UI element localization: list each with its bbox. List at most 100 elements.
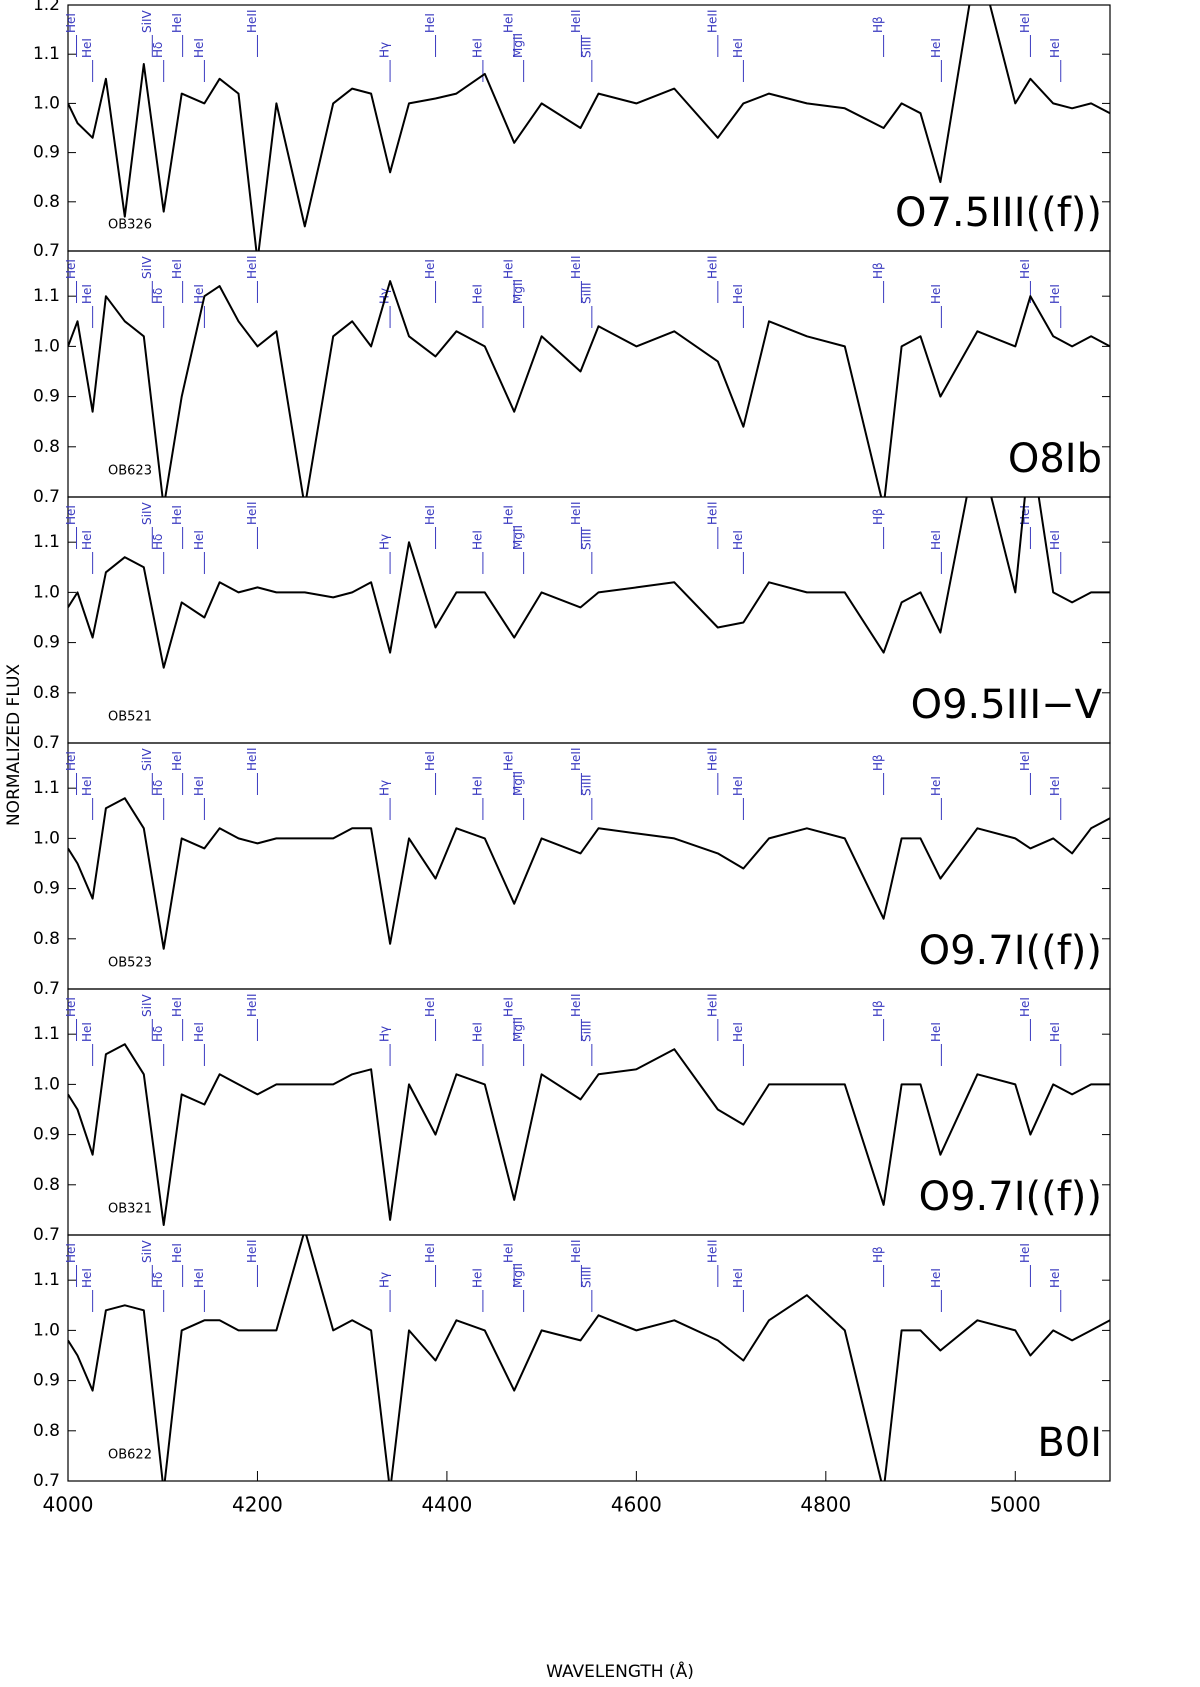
line-id-label: HeII (569, 1240, 583, 1263)
line-id-label: Hβ (871, 1246, 885, 1263)
line-id-label: HeI (423, 13, 437, 33)
line-id-label: HeI (470, 530, 484, 550)
line-id-label: SiIV (140, 10, 154, 33)
line-id-label: HeI (731, 530, 745, 550)
y-tick-label: 0.7 (33, 733, 60, 753)
spectrum-line (68, 1235, 1110, 1481)
panel-frame (67, 1234, 1111, 1482)
line-id-label: Hδ (151, 288, 165, 304)
y-axis-label: NORMALIZED FLUX (4, 664, 24, 826)
line-id-label: HeI (502, 505, 516, 525)
line-id-label: Hδ (151, 534, 165, 550)
line-id-label: HeI (170, 13, 184, 33)
line-id-label: HeI (929, 530, 943, 550)
star-label: OB622 (108, 1448, 152, 1463)
line-id-label: Hγ (378, 288, 392, 304)
line-id-label: HeII (245, 256, 259, 279)
y-tick-label: 0.7 (33, 241, 60, 261)
y-tick-label: 1.0 (33, 93, 60, 113)
line-id-label: HeI (1018, 1243, 1032, 1263)
line-id-label: HeI (731, 284, 745, 304)
x-tick-label: 5000 (990, 1493, 1041, 1517)
line-id-label: HeI (192, 38, 206, 58)
x-axis-label: WAVELENGTH (Å) (546, 1660, 694, 1682)
x-tick-label: 4400 (421, 1493, 472, 1517)
line-id-label: HeI (1018, 259, 1032, 279)
line-id-label: HeI (170, 1243, 184, 1263)
line-id-label: HeI (502, 997, 516, 1017)
spectrum-line (68, 280, 1110, 497)
y-tick-label: 0.8 (33, 192, 60, 212)
y-tick-label: 0.8 (33, 683, 60, 703)
star-label: OB523 (108, 956, 152, 971)
y-tick-label: 0.7 (33, 979, 60, 999)
line-id-label: HeII (245, 994, 259, 1017)
y-tick-label: 1.0 (33, 828, 60, 848)
line-id-label: HeI (502, 13, 516, 33)
line-id-label: MgII (511, 1263, 525, 1288)
line-id-label: Hγ (378, 1026, 392, 1042)
line-id-label: HeI (423, 997, 437, 1017)
line-id-label: SiIII (579, 282, 593, 304)
line-id-label: HeI (170, 259, 184, 279)
line-id-label: HeI (423, 751, 437, 771)
y-tick-label: 0.8 (33, 437, 60, 457)
line-id-label: MgII (511, 1017, 525, 1042)
line-id-label: Hβ (871, 508, 885, 525)
line-id-label: HeI (470, 776, 484, 796)
line-id-label: HeII (705, 748, 719, 771)
y-tick-label: 1.1 (33, 286, 60, 306)
y-tick-label: 0.9 (33, 879, 60, 899)
line-id-label: HeI (80, 530, 94, 550)
line-id-label: Hγ (378, 534, 392, 550)
y-tick-label: 1.2 (33, 0, 60, 15)
line-id-label: HeI (170, 505, 184, 525)
spectrum-line (68, 497, 1110, 669)
line-id-label: HeII (569, 10, 583, 33)
line-id-label: HeI (929, 38, 943, 58)
line-id-label: Hβ (871, 754, 885, 771)
y-tick-label: 0.9 (33, 1125, 60, 1145)
line-id-label: Hδ (151, 42, 165, 58)
line-id-label: Hβ (871, 1000, 885, 1017)
line-id-label: HeI (64, 751, 78, 771)
line-id-label: HeI (192, 530, 206, 550)
line-id-label: HeI (80, 284, 94, 304)
y-tick-label: 0.8 (33, 1175, 60, 1195)
line-id-label: HeI (1048, 38, 1062, 58)
line-id-label: HeII (569, 994, 583, 1017)
line-id-label: HeI (502, 751, 516, 771)
x-tick-label: 4200 (232, 1493, 283, 1517)
y-tick-label: 0.7 (33, 1225, 60, 1245)
x-tick-label: 4600 (611, 1493, 662, 1517)
line-id-label: HeI (502, 1243, 516, 1263)
line-id-label: HeI (1048, 776, 1062, 796)
line-id-label: HeI (423, 505, 437, 525)
line-id-label: HeI (64, 1243, 78, 1263)
y-tick-label: 0.8 (33, 1421, 60, 1441)
spectrum-line (68, 797, 1110, 950)
line-id-label: HeII (705, 256, 719, 279)
line-id-label: HeI (64, 13, 78, 33)
line-id-label: HeI (1018, 505, 1032, 525)
line-id-label: SiIV (140, 256, 154, 279)
line-id-label: Hδ (151, 780, 165, 796)
line-id-label: Hβ (871, 16, 885, 33)
y-tick-label: 0.9 (33, 387, 60, 407)
line-id-label: HeI (1048, 1268, 1062, 1288)
line-id-label: HeI (1018, 13, 1032, 33)
star-label: OB321 (108, 1202, 152, 1217)
line-id-label: HeI (64, 259, 78, 279)
line-id-label: HeI (1048, 530, 1062, 550)
line-id-label: HeII (245, 748, 259, 771)
line-id-label: HeI (1048, 284, 1062, 304)
line-id-label: HeI (470, 1022, 484, 1042)
y-tick-label: 1.0 (33, 1074, 60, 1094)
x-tick-label: 4000 (43, 1493, 94, 1517)
line-id-label: HeI (192, 1268, 206, 1288)
line-id-label: SiIII (579, 36, 593, 58)
line-id-label: HeII (245, 10, 259, 33)
line-id-label: HeI (80, 38, 94, 58)
spectral-type: O9.7I((f)) (919, 928, 1102, 974)
